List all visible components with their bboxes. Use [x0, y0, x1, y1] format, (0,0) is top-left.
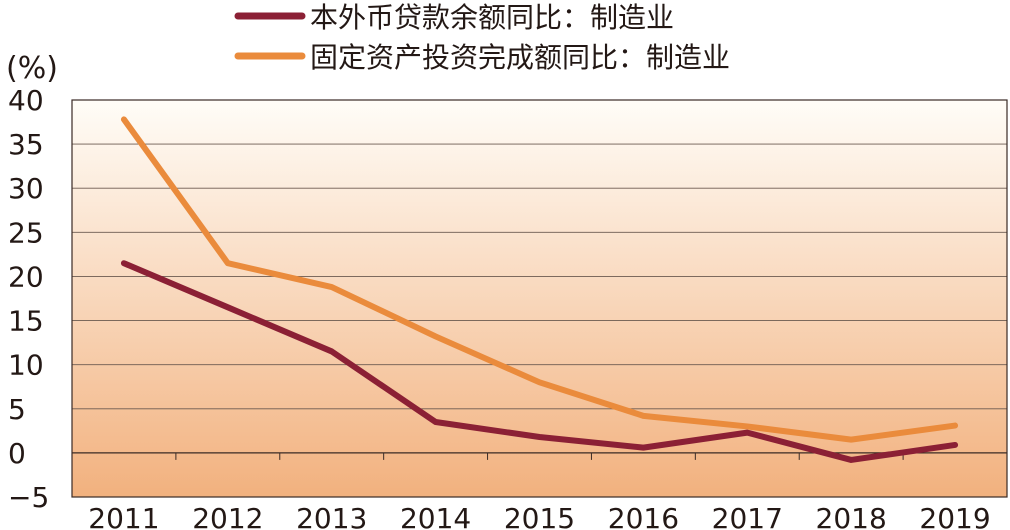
x-tick-label: 2016: [608, 502, 679, 530]
plot-border: [71, 99, 1008, 498]
x-tick-label: 2019: [919, 502, 990, 530]
gridlines: [72, 143, 1007, 410]
y-tick-label: 20: [8, 260, 44, 293]
y-tick-label: −5: [8, 481, 49, 514]
x-tick-label: 2011: [88, 502, 159, 530]
y-tick-label: 0: [8, 437, 26, 470]
legend: 本外币贷款余额同比：制造业 固定资产投资完成额同比：制造业: [234, 1, 730, 74]
series-layer: [120, 116, 959, 463]
y-axis-unit: (%): [6, 51, 58, 86]
y-tick-label: 15: [8, 305, 44, 338]
x-tick-label: 2018: [816, 502, 887, 530]
y-tick-label: 5: [8, 393, 26, 426]
x-axis-ticks: 2011 2012 2013 2014 2015 2016 2017 2018 2019: [88, 502, 990, 530]
x-tick-label: 2012: [192, 502, 263, 530]
legend-label-investment: 固定资产投资完成额同比：制造业: [310, 41, 730, 74]
y-tick-label: 10: [8, 349, 44, 382]
x-tick-label: 2017: [712, 502, 783, 530]
x-tick-label: 2015: [504, 502, 575, 530]
y-tick-label: 40: [8, 84, 44, 117]
legend-label-loan: 本外币贷款余额同比：制造业: [310, 1, 674, 34]
x-tick-marks: [175, 452, 904, 460]
y-tick-label: 25: [8, 216, 44, 249]
y-axis-ticks: 40 35 30 25 20 15 10 5 0 −5: [8, 84, 49, 514]
x-tick-label: 2013: [296, 502, 367, 530]
plot-area: [72, 100, 1007, 497]
y-tick-label: 35: [8, 128, 44, 161]
y-tick-label: 30: [8, 172, 44, 205]
x-tick-label: 2014: [400, 502, 471, 530]
